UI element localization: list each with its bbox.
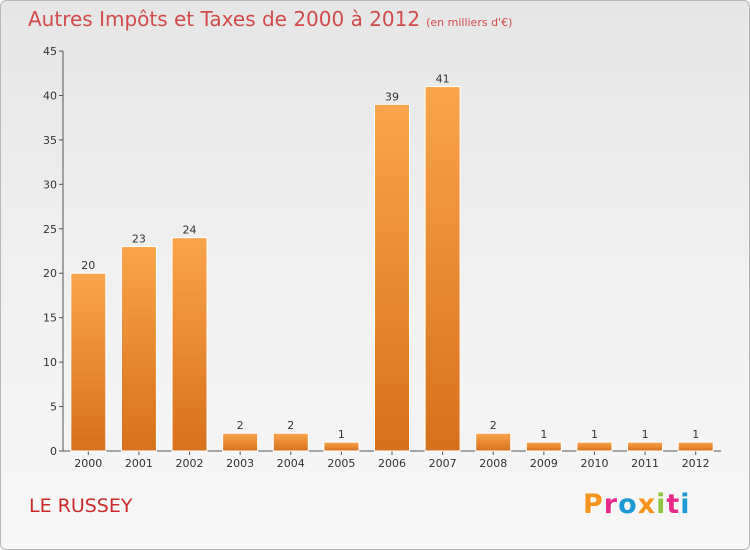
x-tick-label: 2010 [580, 457, 608, 470]
x-tick-label: 2012 [682, 457, 710, 470]
chart-title-text: Autres Impôts et Taxes de 2000 à 2012 [28, 7, 421, 31]
bar-2012 [677, 441, 714, 452]
x-tick-label: 2007 [429, 457, 457, 470]
x-tick-label: 2005 [327, 457, 355, 470]
logo-letter: r [603, 489, 619, 520]
chart-axes: 0 5 10 15 20 25 30 35 40 45 2000 2001 2002 2003 2004 20… [43, 45, 721, 470]
logo-letter: t [666, 489, 681, 520]
y-tick-label: 30 [43, 178, 57, 191]
data-label-2006: 39 [385, 90, 399, 103]
y-tick-label: 35 [43, 134, 57, 147]
data-label-2005: 1 [338, 428, 345, 441]
bar-2001 [120, 246, 157, 452]
data-label-2008: 2 [490, 419, 497, 432]
y-tick-label: 45 [43, 45, 57, 58]
data-label-2004: 2 [287, 419, 294, 432]
y-tick-label: 10 [43, 356, 57, 369]
y-tick-label: 0 [50, 445, 57, 458]
bar-2003 [222, 432, 259, 452]
bar-2009 [525, 441, 562, 452]
y-tick-label: 15 [43, 312, 57, 325]
data-label-2011: 1 [642, 428, 649, 441]
x-tick-label: 2004 [277, 457, 305, 470]
x-tick-label: 2000 [74, 457, 102, 470]
x-tick-label: 2002 [176, 457, 204, 470]
data-label-2009: 1 [540, 428, 547, 441]
bar-2010 [576, 441, 613, 452]
y-tick-label: 40 [43, 89, 57, 102]
data-label-2002: 24 [183, 224, 197, 237]
x-tick-label: 2001 [125, 457, 153, 470]
logo-letter: i [680, 489, 691, 520]
logo-letter: i [656, 489, 667, 520]
bar-2008 [475, 432, 512, 452]
chart-title: Autres Impôts et Taxes de 2000 à 2012 (en… [28, 7, 512, 31]
commune-name: LE RUSSEY [29, 495, 133, 517]
data-label-2003: 2 [237, 419, 244, 432]
data-label-2007: 41 [436, 73, 450, 86]
y-tick-label: 20 [43, 267, 57, 280]
logo-letter: o [618, 489, 638, 520]
data-label-2010: 1 [591, 428, 598, 441]
bar-2004 [272, 432, 309, 452]
bar-2002 [171, 237, 208, 452]
x-tick-label: 2006 [378, 457, 406, 470]
data-label-2000: 20 [81, 259, 95, 272]
proxiti-logo: Proxiti [583, 489, 691, 520]
x-tick-label: 2008 [479, 457, 507, 470]
data-label-2012: 1 [692, 428, 699, 441]
chart-unit: (en milliers d'€) [426, 16, 513, 29]
bar-2005 [323, 441, 360, 452]
bar-2000 [70, 272, 107, 452]
bar-2011 [627, 441, 664, 452]
chart-bars [70, 86, 714, 452]
data-label-2001: 23 [132, 233, 146, 246]
logo-letter: x [637, 489, 657, 520]
x-tick-label: 2011 [631, 457, 659, 470]
x-tick-label: 2003 [226, 457, 254, 470]
y-tick-label: 5 [50, 401, 57, 414]
bar-2007 [424, 86, 461, 452]
x-tick-label: 2009 [530, 457, 558, 470]
bar-2006 [374, 103, 410, 452]
y-tick-label: 25 [43, 223, 57, 236]
logo-letter: P [583, 489, 604, 520]
